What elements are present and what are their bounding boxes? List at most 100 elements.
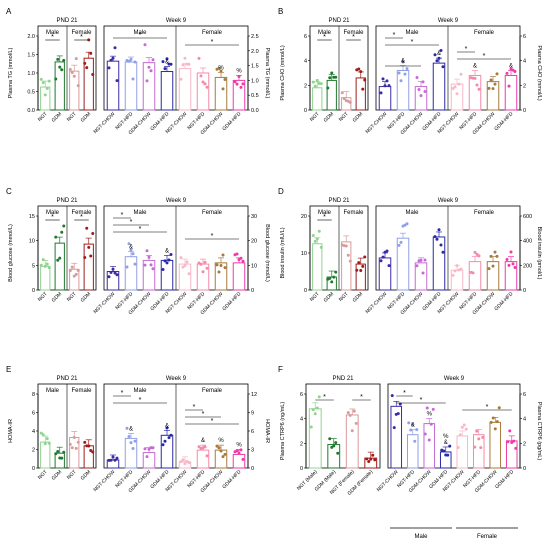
week-dot [491, 416, 495, 420]
week-dot [417, 87, 421, 91]
pnd-dot [359, 70, 363, 74]
left-tick-label: 6 [32, 411, 35, 417]
panel-f: F PND 21 Week 9 0 2 4 6 Plasma CTRP6 (ng/mL) 0 2 4… [278, 365, 542, 540]
week-dot [477, 87, 481, 91]
week-bar [378, 86, 392, 111]
week-dot [111, 267, 115, 271]
week-dot [183, 462, 187, 466]
week-sig-star: * [211, 39, 214, 46]
panel-letter: E [6, 365, 11, 374]
left-tick-label: 10 [29, 239, 35, 245]
week-bar [232, 262, 246, 291]
week-mark: & [437, 51, 441, 57]
pnd-dot [313, 239, 317, 243]
week-bar [450, 269, 464, 291]
ylabel-right: Blood insulin (pmol/L) [536, 227, 542, 280]
pnd-dot [74, 446, 78, 450]
week-dot [453, 269, 457, 273]
left-tick-label: 1.0 [27, 71, 35, 77]
week-group-label: Female [477, 534, 498, 540]
week-dot [127, 59, 131, 63]
pnd-dot [43, 264, 47, 268]
week-dot [133, 262, 137, 266]
pnd-dot [60, 68, 64, 72]
week-dot [147, 255, 151, 259]
week-dot [201, 270, 205, 274]
ylabel-left: Blood glucose (mmol/L) [8, 224, 14, 282]
pnd-dot [72, 435, 76, 439]
right-tick-label: 2 [523, 441, 526, 447]
week-dot [115, 79, 119, 83]
pnd-dot [56, 450, 60, 454]
week-bar [456, 435, 469, 469]
pnd-dot [344, 244, 348, 248]
pnd-category-label: GDM [323, 111, 335, 123]
pnd-dot [371, 453, 375, 457]
week-mark: & [509, 63, 513, 69]
week-dot [125, 426, 129, 430]
pnd-category-label: GDM [80, 291, 92, 303]
week-bar [432, 62, 446, 111]
pnd-dot [56, 57, 60, 61]
pnd-category-label: GDM [80, 111, 92, 123]
week-dot [129, 248, 133, 252]
week-dot [125, 265, 129, 269]
week-bar [504, 261, 518, 291]
pnd-dot [83, 440, 87, 444]
pnd-category-label: NGT [37, 469, 49, 481]
week-dot [507, 263, 511, 267]
left-tick-label: 1.5 [27, 53, 35, 59]
pnd-dot [74, 272, 78, 276]
pnd-sig-star: * [51, 34, 54, 41]
week-mark: % [218, 438, 224, 444]
week-sig-star: * [465, 46, 468, 53]
week-group-label: Male [414, 534, 428, 540]
week-dot [453, 85, 457, 89]
pnd-dot [87, 245, 91, 249]
week-dot [399, 240, 403, 244]
right-tick-label: 2.0 [251, 49, 259, 55]
week-category-label: NGT-CHOW [376, 469, 400, 493]
pnd-dot [367, 459, 371, 463]
week-dot [495, 254, 499, 258]
week-dot [109, 270, 113, 274]
pnd-dot [91, 231, 95, 235]
week-title: Week 9 [444, 376, 465, 382]
week-dot [161, 60, 165, 64]
pnd-dot [359, 268, 363, 272]
week-dot [455, 264, 459, 268]
pnd-dot [70, 265, 74, 269]
week-dot [199, 74, 203, 78]
pnd-dot [334, 75, 338, 79]
week-dot [455, 92, 459, 96]
pnd-dot [70, 446, 74, 450]
week-dot [491, 87, 495, 91]
week-sig-star: * [403, 390, 406, 397]
pnd-sig-star: * [323, 34, 326, 41]
pnd-title: PND 21 [56, 18, 78, 24]
week-dot [219, 263, 223, 267]
pnd-category-label: NGT [66, 111, 78, 123]
week-sig-star: * [411, 39, 414, 46]
week-dot [513, 69, 517, 73]
right-tick-label: 0.5 [251, 93, 259, 99]
week-category-label: GDM-HFD [221, 469, 242, 490]
pnd-dot [332, 275, 336, 279]
week-dot [145, 79, 149, 83]
pnd-dot [39, 431, 43, 435]
week-bar [196, 263, 210, 291]
pnd-frame [305, 383, 381, 469]
week-dot [215, 263, 219, 267]
week-dot [399, 79, 403, 83]
week-dot [379, 91, 383, 95]
pnd-dot [39, 77, 43, 81]
right-tick-label: 6 [523, 34, 526, 40]
week-dot [473, 76, 477, 80]
pnd-bar [40, 265, 51, 291]
week-mark: & [401, 59, 405, 65]
pnd-bar [83, 243, 94, 291]
week-group-label: Male [405, 210, 419, 216]
week-bar [160, 71, 174, 111]
week-dot [423, 258, 427, 262]
week-group-label: Male [133, 30, 147, 36]
